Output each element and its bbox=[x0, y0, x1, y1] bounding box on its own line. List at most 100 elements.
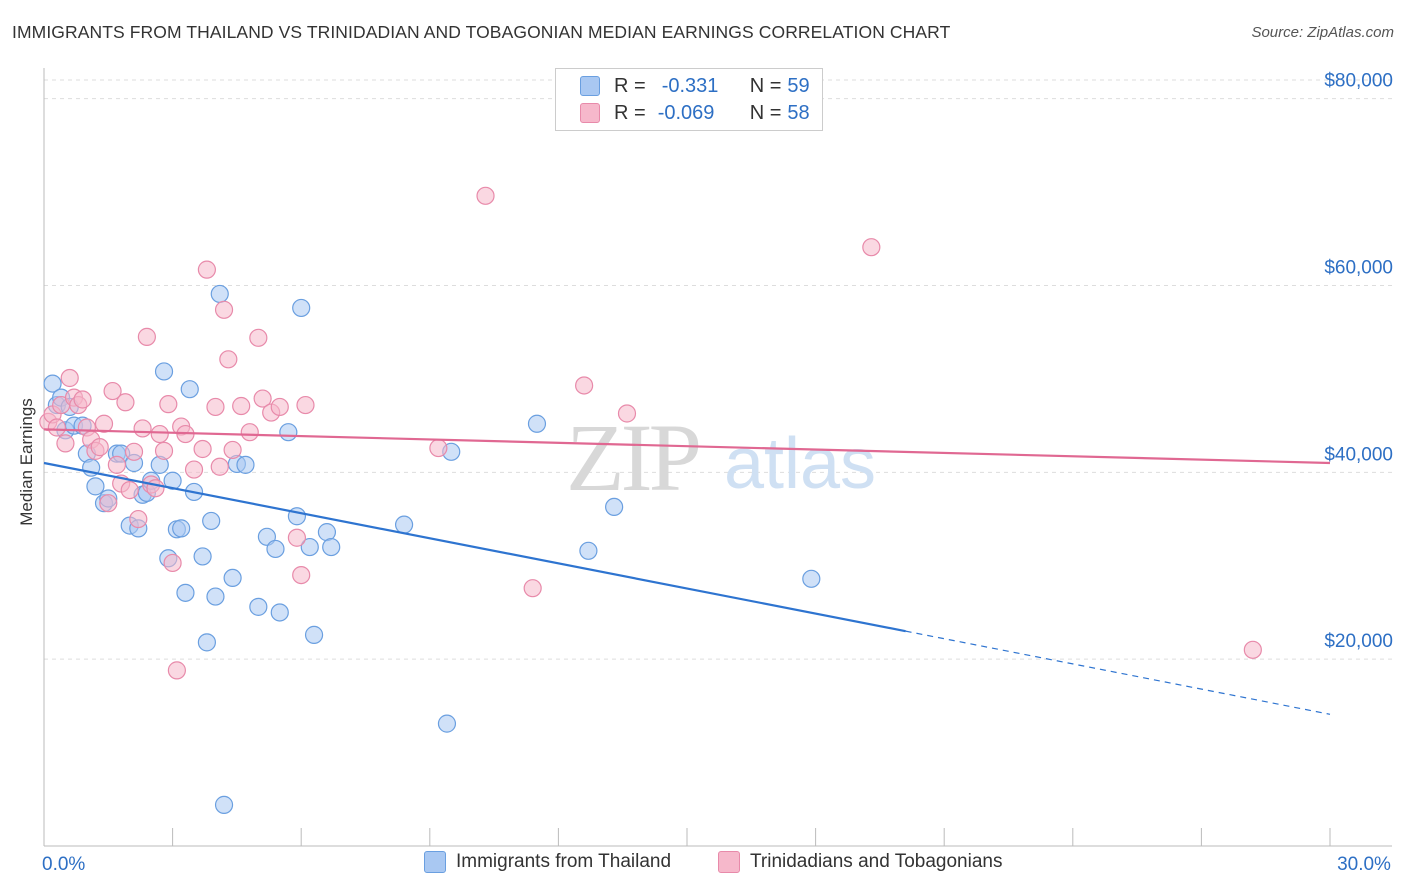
data-point bbox=[476, 186, 495, 205]
data-point bbox=[240, 423, 259, 442]
x-tick-label: 0.0% bbox=[42, 854, 85, 875]
data-point bbox=[202, 511, 221, 531]
data-point bbox=[124, 442, 144, 461]
r-value: -0.069 bbox=[657, 101, 715, 124]
data-point bbox=[197, 633, 216, 652]
legend-row-trinidad: R = -0.069 N = 58 bbox=[580, 101, 810, 125]
data-point bbox=[90, 438, 109, 457]
y-tick-label: $60,000 bbox=[1324, 258, 1393, 279]
x-tick-labels: 0.0% 30.0% bbox=[42, 854, 1391, 875]
data-point bbox=[617, 404, 637, 423]
y-axis-label: Median Earnings bbox=[17, 398, 36, 526]
legend-swatch-thailand bbox=[580, 76, 600, 96]
data-point bbox=[159, 395, 178, 414]
chart-title: IMMIGRANTS FROM THAILAND VS TRINIDADIAN … bbox=[12, 22, 951, 42]
source-credit: Source: ZipAtlas.com bbox=[1251, 24, 1394, 41]
data-point bbox=[210, 284, 229, 304]
data-point bbox=[103, 381, 122, 401]
data-point bbox=[322, 537, 341, 557]
data-point bbox=[249, 328, 268, 347]
legend-swatch-thailand bbox=[424, 851, 446, 873]
data-point bbox=[1243, 640, 1262, 659]
data-point bbox=[154, 441, 174, 460]
legend-item-thailand[interactable]: Immigrants from Thailand bbox=[424, 851, 671, 873]
trend-lines bbox=[43, 428, 1331, 715]
watermark-atlas: atlas bbox=[724, 424, 876, 504]
data-point bbox=[232, 396, 251, 416]
r-value: -0.331 bbox=[661, 74, 719, 97]
data-point bbox=[99, 494, 118, 513]
series-legend: Immigrants from Thailand Trinidadians an… bbox=[0, 851, 1406, 877]
data-point bbox=[184, 460, 204, 479]
data-point bbox=[129, 509, 148, 529]
data-point bbox=[437, 714, 457, 733]
legend-label-trinidad: Trinidadians and Tobagonians bbox=[750, 851, 1003, 872]
y-tick-label: $40,000 bbox=[1324, 444, 1393, 465]
data-point bbox=[802, 569, 821, 588]
data-point bbox=[94, 414, 114, 433]
data-point bbox=[86, 477, 105, 496]
y-tick-label: $80,000 bbox=[1324, 71, 1393, 92]
data-point bbox=[575, 376, 594, 395]
trend-line-thailand bbox=[43, 461, 906, 633]
y-tick-labels: $20,000 $40,000 $60,000 $80,000 bbox=[1324, 71, 1393, 652]
data-point bbox=[206, 587, 225, 606]
data-point bbox=[579, 541, 598, 560]
trend-line-thailand-extension bbox=[905, 630, 1331, 715]
data-point bbox=[279, 423, 298, 442]
correlation-legend: R = -0.331 N = 59 R = -0.069 N = 58 bbox=[555, 68, 823, 131]
data-point bbox=[206, 397, 225, 417]
data-point bbox=[317, 523, 337, 542]
data-point bbox=[270, 603, 289, 622]
n-value: 59 bbox=[787, 74, 810, 97]
data-point bbox=[287, 528, 307, 547]
data-point bbox=[60, 368, 79, 388]
data-point bbox=[193, 547, 212, 566]
legend-row-thailand: R = -0.331 N = 59 bbox=[580, 74, 810, 98]
data-point bbox=[197, 260, 216, 279]
data-point bbox=[527, 414, 547, 433]
gridlines bbox=[44, 79, 1392, 660]
data-point bbox=[133, 419, 152, 438]
axes bbox=[43, 68, 1392, 847]
data-point bbox=[304, 625, 324, 644]
data-point bbox=[163, 471, 182, 490]
data-point bbox=[862, 238, 881, 257]
data-point bbox=[605, 497, 624, 517]
trend-line-trinidad bbox=[43, 428, 1331, 465]
data-point bbox=[214, 795, 234, 814]
watermark-zip: ZIP bbox=[566, 404, 699, 511]
data-point bbox=[73, 390, 92, 409]
data-point bbox=[523, 579, 542, 598]
data-point bbox=[180, 380, 199, 399]
data-point bbox=[137, 327, 156, 346]
data-point bbox=[223, 568, 242, 588]
legend-swatch-trinidad bbox=[718, 851, 740, 873]
legend-item-trinidad[interactable]: Trinidadians and Tobagonians bbox=[718, 851, 1002, 873]
data-point bbox=[266, 539, 285, 559]
data-point bbox=[43, 374, 62, 393]
data-point bbox=[219, 350, 238, 369]
data-point bbox=[253, 389, 272, 408]
data-point bbox=[270, 397, 289, 417]
series-trinidad-points bbox=[39, 186, 1262, 680]
x-tick-label: 30.0% bbox=[1337, 854, 1391, 875]
r-label: R = bbox=[614, 74, 646, 97]
data-point bbox=[150, 424, 169, 444]
data-point bbox=[429, 438, 448, 458]
n-value: 58 bbox=[787, 101, 810, 124]
data-point bbox=[56, 434, 75, 453]
data-point bbox=[116, 393, 135, 412]
legend-swatch-trinidad bbox=[580, 103, 600, 123]
data-point bbox=[249, 597, 268, 616]
watermark: ZIP atlas bbox=[566, 404, 876, 511]
data-point bbox=[214, 300, 234, 319]
data-point bbox=[223, 440, 242, 460]
data-point bbox=[163, 553, 182, 573]
data-point bbox=[146, 479, 165, 498]
r-label: R = bbox=[614, 101, 646, 124]
data-point bbox=[292, 565, 311, 585]
data-point bbox=[120, 480, 139, 500]
data-point bbox=[292, 298, 311, 318]
